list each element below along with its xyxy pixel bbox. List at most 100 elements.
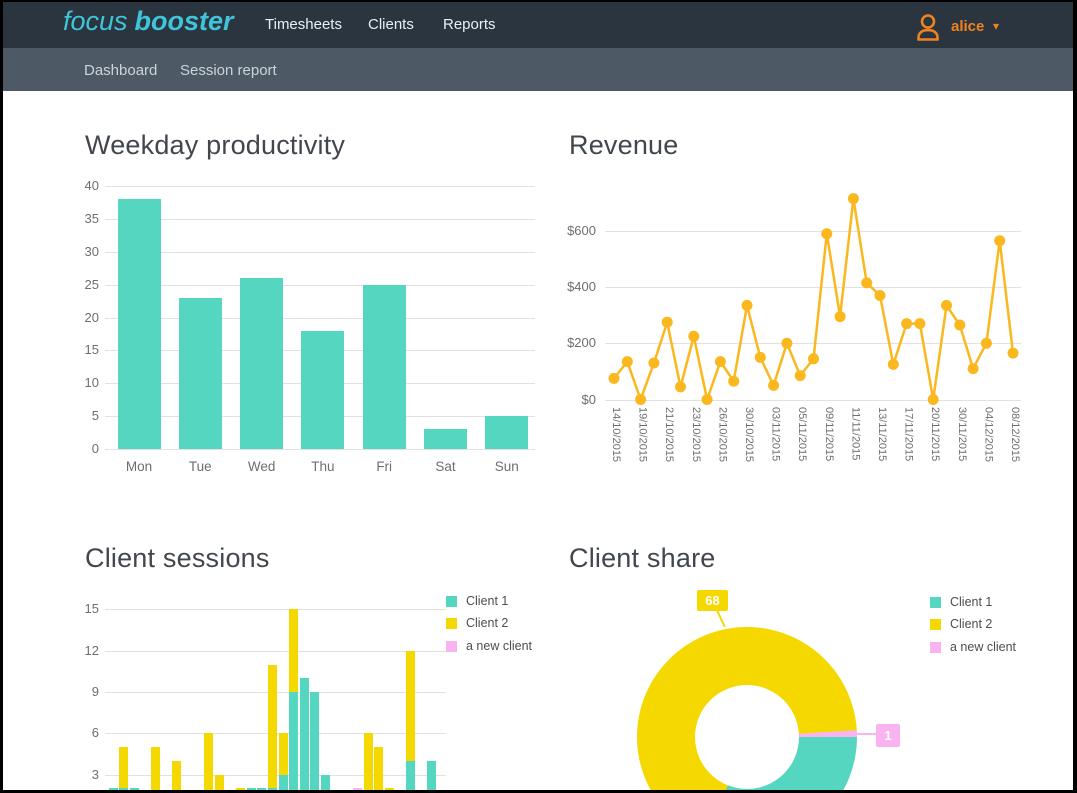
revenue-point-18[interactable] <box>847 193 859 205</box>
stacked-bar-segment-client-2[interactable] <box>278 733 288 775</box>
revenue-point-28[interactable] <box>980 337 992 349</box>
stacked-bar-segment-client-1[interactable] <box>427 760 437 793</box>
revenue-point-4[interactable] <box>661 316 673 328</box>
user-icon <box>917 14 939 41</box>
revenue-point-21[interactable] <box>887 358 899 370</box>
revenue-point-10[interactable] <box>741 299 753 311</box>
revenue-point-26[interactable] <box>954 319 966 331</box>
window-border-left <box>0 0 3 793</box>
bar-mon[interactable] <box>117 199 161 449</box>
revenue-point-15[interactable] <box>808 353 819 365</box>
y-axis-label: 5 <box>91 408 99 424</box>
legend-swatch-a-new-client[interactable] <box>446 640 457 652</box>
revenue-point-5[interactable] <box>675 381 686 393</box>
y-axis-label: 3 <box>91 766 99 782</box>
revenue-point-2[interactable] <box>635 394 647 405</box>
sub-navbar: Dashboard Session report <box>0 48 1077 91</box>
stacked-bar-segment-client-1[interactable] <box>310 692 320 793</box>
revenue-point-0[interactable] <box>608 372 620 384</box>
window-border-right <box>1073 0 1077 793</box>
user-name: alice <box>951 18 985 35</box>
stacked-bar-segment-client-2[interactable] <box>204 733 214 793</box>
nav-item-timesheets[interactable]: Timesheets <box>265 16 342 33</box>
legend-swatch-a-new-client[interactable] <box>930 641 941 653</box>
stacked-bar-segment-client-2[interactable] <box>289 609 299 693</box>
revenue-point-30[interactable] <box>1007 347 1019 359</box>
nav-item-clients[interactable]: Clients <box>368 16 414 33</box>
legend-swatch-client-2[interactable] <box>446 618 457 630</box>
y-axis-label: 9 <box>91 684 99 700</box>
stacked-bar-segment-client-1[interactable] <box>299 678 309 793</box>
revenue-point-1[interactable] <box>621 356 633 368</box>
stacked-bar-segment-client-2[interactable] <box>151 747 161 793</box>
logo[interactable]: focus booster <box>63 6 234 37</box>
nav-item-reports[interactable]: Reports <box>443 16 496 33</box>
y-axis-label: 15 <box>84 342 99 358</box>
revenue-point-27[interactable] <box>967 363 979 375</box>
revenue-point-3[interactable] <box>648 357 660 369</box>
revenue-point-22[interactable] <box>901 318 913 330</box>
revenue-point-29[interactable] <box>994 235 1006 247</box>
legend-label-client-2[interactable]: Client 2 <box>466 616 509 631</box>
legend-swatch-client-2[interactable] <box>930 619 941 631</box>
subnav-item-session-report[interactable]: Session report <box>180 62 277 79</box>
subnav-item-dashboard[interactable]: Dashboard <box>84 62 158 79</box>
x-axis-date-label: 03/11/2015 <box>769 407 782 462</box>
user-menu[interactable]: alice ▾ <box>913 10 1023 42</box>
stacked-bar-segment-client-2[interactable] <box>172 760 182 793</box>
revenue-point-20[interactable] <box>874 290 886 301</box>
x-axis-date-label: 13/11/2015 <box>876 407 888 462</box>
revenue-point-17[interactable] <box>834 311 846 323</box>
gridline <box>605 230 1021 232</box>
revenue-point-12[interactable] <box>768 379 780 391</box>
revenue-point-19[interactable] <box>861 277 873 289</box>
legend-label-client-1[interactable]: Client 1 <box>950 595 993 609</box>
donut-hole <box>695 685 799 789</box>
stacked-bar-segment-client-2[interactable] <box>374 747 384 793</box>
revenue-point-16[interactable] <box>821 228 833 240</box>
legend-label-client-1[interactable]: Client 1 <box>466 594 509 608</box>
revenue-point-13[interactable] <box>781 337 793 349</box>
gridline <box>605 399 1021 401</box>
logo-booster: booster <box>134 6 234 36</box>
revenue-point-11[interactable] <box>754 351 766 363</box>
gridline <box>105 317 535 319</box>
revenue-point-6[interactable] <box>688 330 700 342</box>
y-axis-label: 12 <box>84 642 99 658</box>
legend-label-client-2[interactable]: Client 2 <box>950 617 993 632</box>
stacked-bar-segment-client-2[interactable] <box>267 664 277 789</box>
stacked-bar-segment-client-1[interactable] <box>289 692 299 793</box>
x-axis-date-label: 09/11/2015 <box>822 407 835 462</box>
bar-sat[interactable] <box>424 429 467 449</box>
donut-callout-client-2[interactable]: 68 <box>697 590 728 611</box>
revenue-point-24[interactable] <box>927 394 939 405</box>
donut-callout-a-new-client[interactable]: 1 <box>876 724 900 747</box>
gridline <box>105 774 446 776</box>
gridline <box>105 186 535 187</box>
bar-thu[interactable] <box>301 330 345 449</box>
y-axis-label: $400 <box>567 279 596 295</box>
legend-swatch-client-1[interactable] <box>446 596 457 607</box>
y-axis-label: 6 <box>91 725 99 741</box>
legend-label-a-new-client[interactable]: a new client <box>466 638 533 653</box>
stacked-bar-segment-client-1[interactable] <box>406 760 416 793</box>
stacked-bar-segment-client-2[interactable] <box>363 733 373 793</box>
bar-tue[interactable] <box>178 297 222 449</box>
legend-swatch-client-1[interactable] <box>930 597 941 608</box>
legend-label-a-new-client[interactable]: a new client <box>950 639 1017 654</box>
stacked-bar-segment-client-2[interactable] <box>119 747 129 789</box>
revenue-point-8[interactable] <box>714 356 726 368</box>
revenue-point-23[interactable] <box>914 318 926 330</box>
revenue-point-25[interactable] <box>941 299 952 311</box>
revenue-point-14[interactable] <box>794 370 806 382</box>
bar-fri[interactable] <box>362 284 406 449</box>
bar-wed[interactable] <box>240 278 284 449</box>
donut-chart[interactable] <box>637 627 857 793</box>
revenue-point-9[interactable] <box>728 375 740 387</box>
revenue-point-7[interactable] <box>701 394 713 405</box>
stacked-bar-segment-client-2[interactable] <box>406 650 416 761</box>
chart-title-client-sessions: Client sessions <box>85 543 270 573</box>
revenue-line <box>613 198 1015 405</box>
bar-sun[interactable] <box>485 416 529 449</box>
